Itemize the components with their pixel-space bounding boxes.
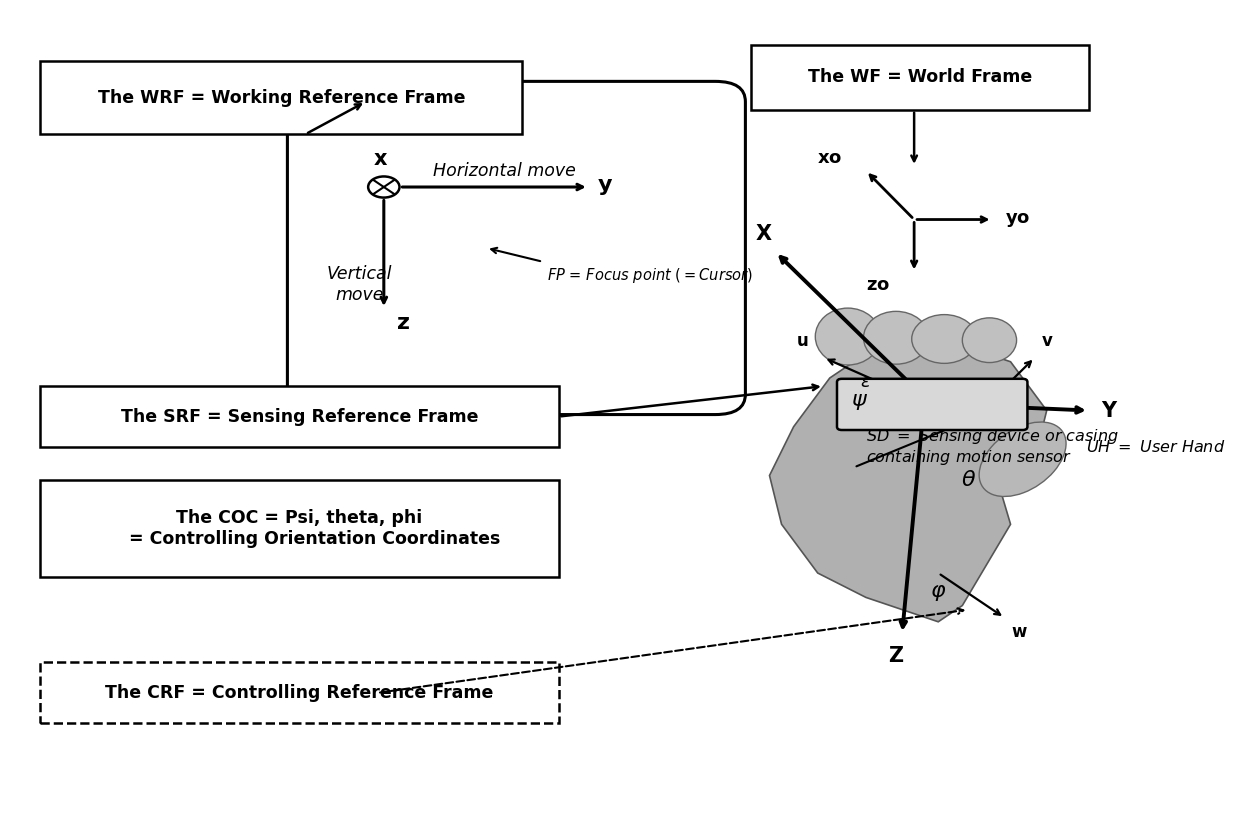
Ellipse shape (911, 314, 977, 364)
Text: $\mathbf{X}$: $\mathbf{X}$ (755, 224, 773, 244)
Text: $\mathit{\mathbf{y}}$: $\mathit{\mathbf{y}}$ (598, 177, 614, 197)
Text: Vertical
move: Vertical move (327, 265, 393, 304)
Ellipse shape (980, 422, 1066, 497)
Text: $\varepsilon$: $\varepsilon$ (861, 373, 872, 391)
Text: The CRF = Controlling Reference Frame: The CRF = Controlling Reference Frame (105, 684, 494, 702)
Bar (41, 61, 522, 134)
Text: $\mathbf{Z}$: $\mathbf{Z}$ (888, 646, 904, 666)
Bar (41, 479, 558, 577)
Text: $\mathbf{Y}$: $\mathbf{Y}$ (1101, 401, 1118, 420)
Text: The SRF = Sensing Reference Frame: The SRF = Sensing Reference Frame (120, 407, 479, 425)
Text: Horizontal move: Horizontal move (433, 162, 575, 180)
FancyBboxPatch shape (288, 81, 745, 415)
Text: $\mathbf{zo}$: $\mathbf{zo}$ (866, 277, 890, 295)
Bar (41, 386, 558, 447)
Ellipse shape (962, 318, 1017, 363)
Ellipse shape (816, 308, 880, 365)
Bar (41, 663, 558, 723)
Text: $\mathbf{w}$: $\mathbf{w}$ (1011, 623, 1027, 641)
Text: $\mathit{FP}$ = $\mathit{Focus\ point\ (=Cursor)}$: $\mathit{FP}$ = $\mathit{Focus\ point\ (… (547, 266, 753, 285)
Text: $\mathbf{v}$: $\mathbf{v}$ (1040, 332, 1053, 350)
Text: $\mathit{SD}$ $\mathit{=}$ $\mathit{Sensing}$ $\mathit{device}$ $\mathit{or}$ $\: $\mathit{SD}$ $\mathit{=}$ $\mathit{Sens… (866, 427, 1118, 467)
Text: The WF = World Frame: The WF = World Frame (808, 68, 1032, 86)
Text: $\mathbf{yo}$: $\mathbf{yo}$ (1004, 210, 1029, 228)
Text: $\mathit{\mathbf{z}}$: $\mathit{\mathbf{z}}$ (396, 313, 409, 333)
Ellipse shape (863, 311, 929, 365)
Bar (751, 45, 1089, 110)
Text: $\mathbf{u}$: $\mathbf{u}$ (796, 332, 808, 350)
Text: The WRF = Working Reference Frame: The WRF = Working Reference Frame (98, 89, 465, 107)
Text: $\mathit{UH}$ $\mathit{=}$ $\mathit{User}$ $\mathit{Hand}$: $\mathit{UH}$ $\mathit{=}$ $\mathit{User… (1085, 439, 1225, 455)
Text: The COC = Psi, theta, phi
     = Controlling Orientation Coordinates: The COC = Psi, theta, phi = Controlling … (99, 509, 500, 548)
FancyBboxPatch shape (837, 378, 1028, 430)
Text: $\varphi$: $\varphi$ (930, 584, 946, 603)
Text: $\mathit{\mathbf{x}}$: $\mathit{\mathbf{x}}$ (373, 149, 388, 169)
Polygon shape (770, 337, 1047, 621)
Text: $\psi$: $\psi$ (852, 392, 868, 412)
Text: $\mathbf{xo}$: $\mathbf{xo}$ (817, 149, 842, 167)
Text: $\theta$: $\theta$ (961, 470, 976, 489)
